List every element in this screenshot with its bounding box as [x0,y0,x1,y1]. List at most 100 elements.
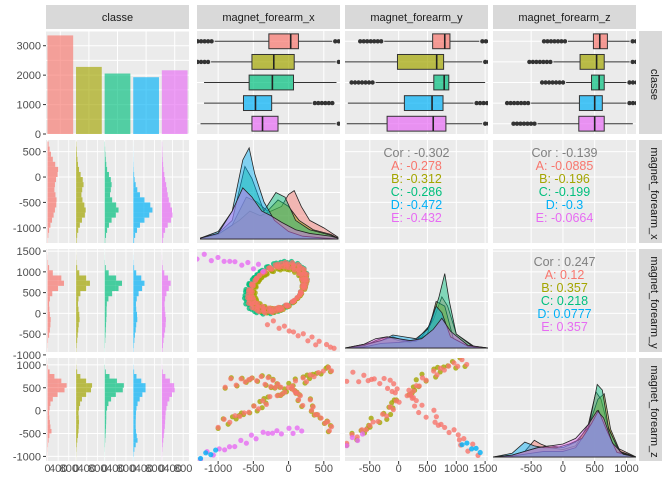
hist-bar-magnet_forearm_y-D [133,275,142,281]
box [386,115,447,132]
scatter-point [320,368,326,374]
scatter-point [411,403,418,409]
bar-C [104,73,131,134]
x-tick-label-count: 800 [145,463,163,475]
scatter-point [201,251,207,257]
hist-bar-magnet_forearm_x-C [104,177,111,183]
hist-bar-magnet_forearm_z-D [133,369,135,375]
scatter-point [208,258,214,264]
hist-bar-magnet_forearm_z-A [47,387,65,393]
box [248,74,295,91]
correlation-group-A: A: -0.278 [391,159,442,173]
hist-bar-magnet_forearm_x-D [133,207,153,213]
hist-bar-magnet_forearm_x-E [161,197,169,203]
scatter-point [297,393,303,399]
correlation-group-E: E: 0.357 [541,320,588,334]
hist-bar-magnet_forearm_x-C [104,161,107,167]
scatter-point [221,416,227,422]
hist-bar-magnet_forearm_y-A [47,280,64,286]
scatter-point [455,363,461,369]
scatter-point [255,261,262,267]
x-tick-label-count: 400 [78,463,96,475]
scatter-point [361,372,367,378]
scatter-point [227,258,233,264]
hist-bar-magnet_forearm_z-D [133,396,140,402]
scatter-point [268,383,274,390]
hist-bar-magnet_forearm_y-B [76,306,79,312]
hist-bar-magnet_forearm_z-B [76,374,81,379]
scatter-point [294,425,300,431]
scatter-point [262,381,268,387]
hist-bar-magnet_forearm_x-A [47,192,56,198]
column-strip-classe [46,5,189,29]
scatter-point [274,428,280,434]
hist-bar-magnet_forearm_y-B [76,322,79,328]
outlier-point [340,122,344,126]
scatter-point [371,376,377,382]
hist-bar-magnet_forearm_y-D [133,327,136,333]
scatter-point [276,325,282,331]
scatter-xz-lower-E [197,425,305,461]
hist-bar-magnet_forearm_x-B [76,192,82,198]
hist-bar-magnet_forearm_x-C [104,171,109,178]
row-strip-label-classe: classe [648,69,660,100]
outlier-point [363,80,368,85]
x-tick-label-count: 400 [163,463,181,475]
hist-bar-magnet_forearm_y-D [133,296,137,302]
scatter-point [370,419,376,425]
panel-background [493,249,636,352]
hist-bar-magnet_forearm_y-D [133,342,134,349]
outlier-point [562,39,568,44]
scatter-point [431,407,437,413]
hist-bar-magnet_forearm_y-D [133,270,137,276]
hist-bar-magnet_forearm_x-C [104,227,108,233]
column-strip-label-magnet_forearm_x: magnet_forearm_x [222,12,315,24]
hist-bar-magnet_forearm_z-D [133,447,135,452]
scatter-point [299,428,305,434]
outlier-point [560,80,566,85]
hist-bar-magnet_forearm_y-A [47,275,62,281]
boxplot-magnet_forearm_x-E [200,115,344,132]
hist-bar-magnet_forearm_y-A [47,291,53,297]
hist-bar-magnet_forearm_y-C [104,270,109,276]
x-tick-label-count: 0 [102,463,108,475]
outlier-point [486,59,488,64]
scatter-point [356,379,362,385]
hist-bar-magnet_forearm_z-B [76,424,79,429]
scatter-point [434,372,440,378]
hist-bar-magnet_forearm_z-C [104,415,107,420]
hist-bar-magnet_forearm_x-E [161,171,165,178]
outliers [539,80,636,85]
hist-bar-magnet_forearm_z-C [104,401,109,407]
y-tick-label-count: 1000 [17,100,41,112]
hist-bar-magnet_forearm_y-A [47,327,50,333]
hist-bar-magnet_forearm_z-C [104,387,123,393]
outlier-point [336,121,340,126]
hist-bar-magnet_forearm_z-D [133,406,137,411]
scatter-point [394,386,400,392]
outlier-point [630,80,636,85]
hist-bar-magnet_forearm_z-C [104,424,107,429]
correlation-group-D: D: -0.3 [546,198,584,212]
panel-r3-c0 [46,358,189,461]
scatter-point [315,412,321,418]
scatter-point [318,415,324,421]
scatter-point [265,375,271,381]
hist-bar-magnet_forearm_y-E [161,327,166,333]
boxplot-magnet_forearm_z-C [539,74,636,91]
column-strip-magnet_forearm_y [345,5,488,29]
hist-bar-magnet_forearm_y-B [76,275,87,281]
x-tick-label-count: 0 [73,463,79,475]
hist-bar-magnet_forearm_z-E [161,428,165,434]
scatter-point [328,368,335,374]
scatter-point [433,414,439,420]
hist-bar-magnet_forearm_x-C [104,232,107,238]
hist-bar-magnet_forearm_y-E [161,301,165,307]
scatter-point [377,380,383,387]
column-strip-label-magnet_forearm_y: magnet_forearm_y [370,12,463,24]
outlier-point [518,121,523,126]
boxplot-magnet_forearm_z-E [511,115,633,132]
scatter-point [274,393,280,399]
outlier-point [188,39,192,43]
